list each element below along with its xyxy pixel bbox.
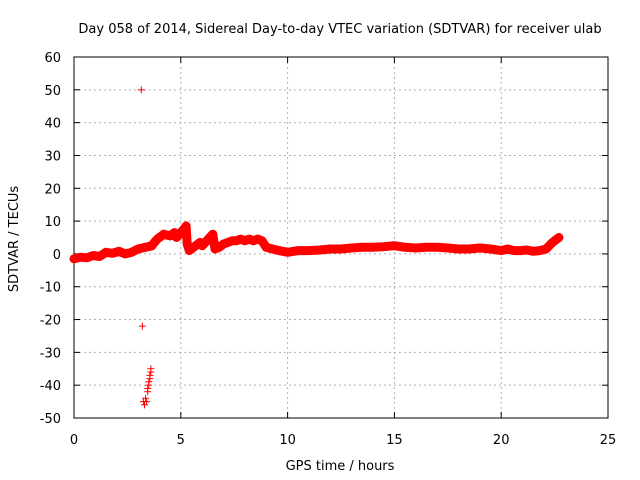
y-tick-label: -40 (40, 379, 61, 394)
y-tick-label: -10 (40, 281, 61, 296)
y-tick-label: -50 (40, 412, 61, 427)
y-tick-label: 20 (44, 182, 61, 197)
data-point (137, 86, 145, 94)
data-point (147, 365, 155, 373)
data-point (145, 378, 153, 386)
x-tick-label: 20 (493, 433, 510, 448)
chart-title: Day 058 of 2014, Sidereal Day-to-day VTE… (78, 22, 601, 37)
y-tick-label: 30 (44, 149, 61, 164)
data-point (144, 384, 152, 392)
x-tick-label: 15 (386, 433, 403, 448)
data-point (146, 371, 154, 379)
x-tick-label: 5 (177, 433, 185, 448)
y-tick-labels: -50 -40 -30 -20 -10 0 10 20 30 40 50 60 (40, 51, 61, 427)
y-tick-label: 60 (44, 51, 61, 66)
y-tick-label: 50 (44, 84, 61, 99)
data-density-band (69, 221, 564, 264)
y-tick-label: 10 (44, 215, 61, 230)
x-tick-label: 25 (600, 433, 617, 448)
data-point (142, 394, 150, 402)
y-tick-label: -30 (40, 346, 61, 361)
series-density-band (69, 221, 564, 264)
x-axis-label: GPS time / hours (286, 459, 395, 474)
data-point (143, 398, 151, 406)
y-tick-label: 0 (53, 248, 61, 263)
x-tick-labels: 0 5 10 15 20 25 (70, 433, 616, 448)
plot-frame (73, 56, 609, 419)
y-axis-label: SDTVAR / TECUs (7, 186, 22, 293)
y-tick-label: -20 (40, 314, 61, 329)
x-tick-label: 0 (70, 433, 78, 448)
x-tick-label: 10 (279, 433, 296, 448)
data-point (138, 322, 146, 330)
y-tick-label: 40 (44, 117, 61, 132)
